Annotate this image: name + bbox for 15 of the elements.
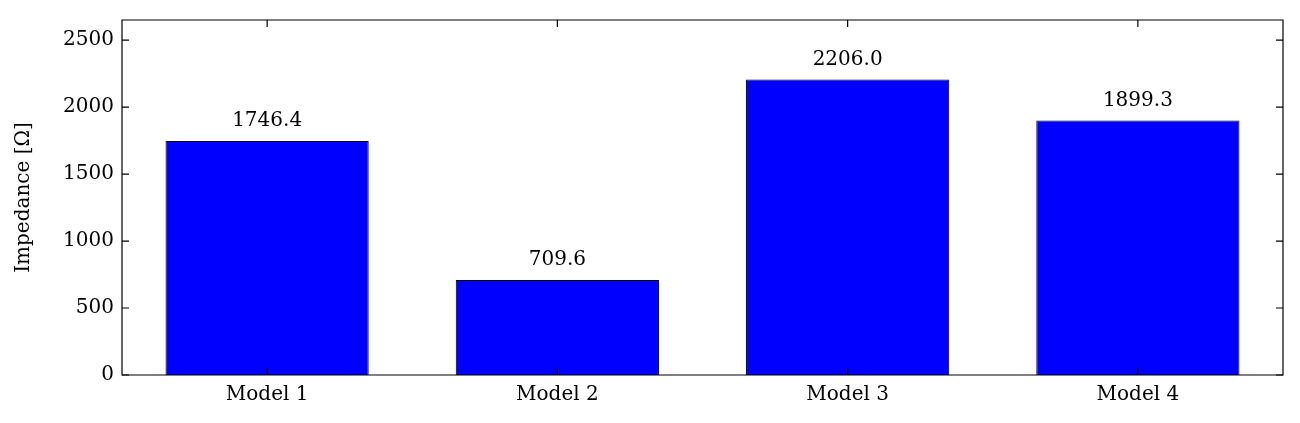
y-tick-label: 500 xyxy=(75,294,114,319)
y-tick-label: 2000 xyxy=(63,93,114,118)
data-label: 2206.0 xyxy=(812,45,883,70)
x-tick-label: Model 2 xyxy=(516,381,599,406)
x-tick-label: Model 1 xyxy=(225,381,309,406)
data-label: 1746.4 xyxy=(232,107,303,132)
y-tick-label: 1500 xyxy=(63,160,114,185)
data-label: 1899.3 xyxy=(1102,86,1173,111)
y-tick-label: 2500 xyxy=(63,26,114,51)
y-tick-label: 0 xyxy=(101,361,114,386)
y-tick-label: 1000 xyxy=(63,227,114,252)
y-axis-title: Impedance [Ω] xyxy=(10,122,35,273)
data-label: 709.6 xyxy=(528,246,587,271)
x-tick-label: Model 4 xyxy=(1096,381,1180,406)
x-tick-label: Model 3 xyxy=(806,381,889,406)
